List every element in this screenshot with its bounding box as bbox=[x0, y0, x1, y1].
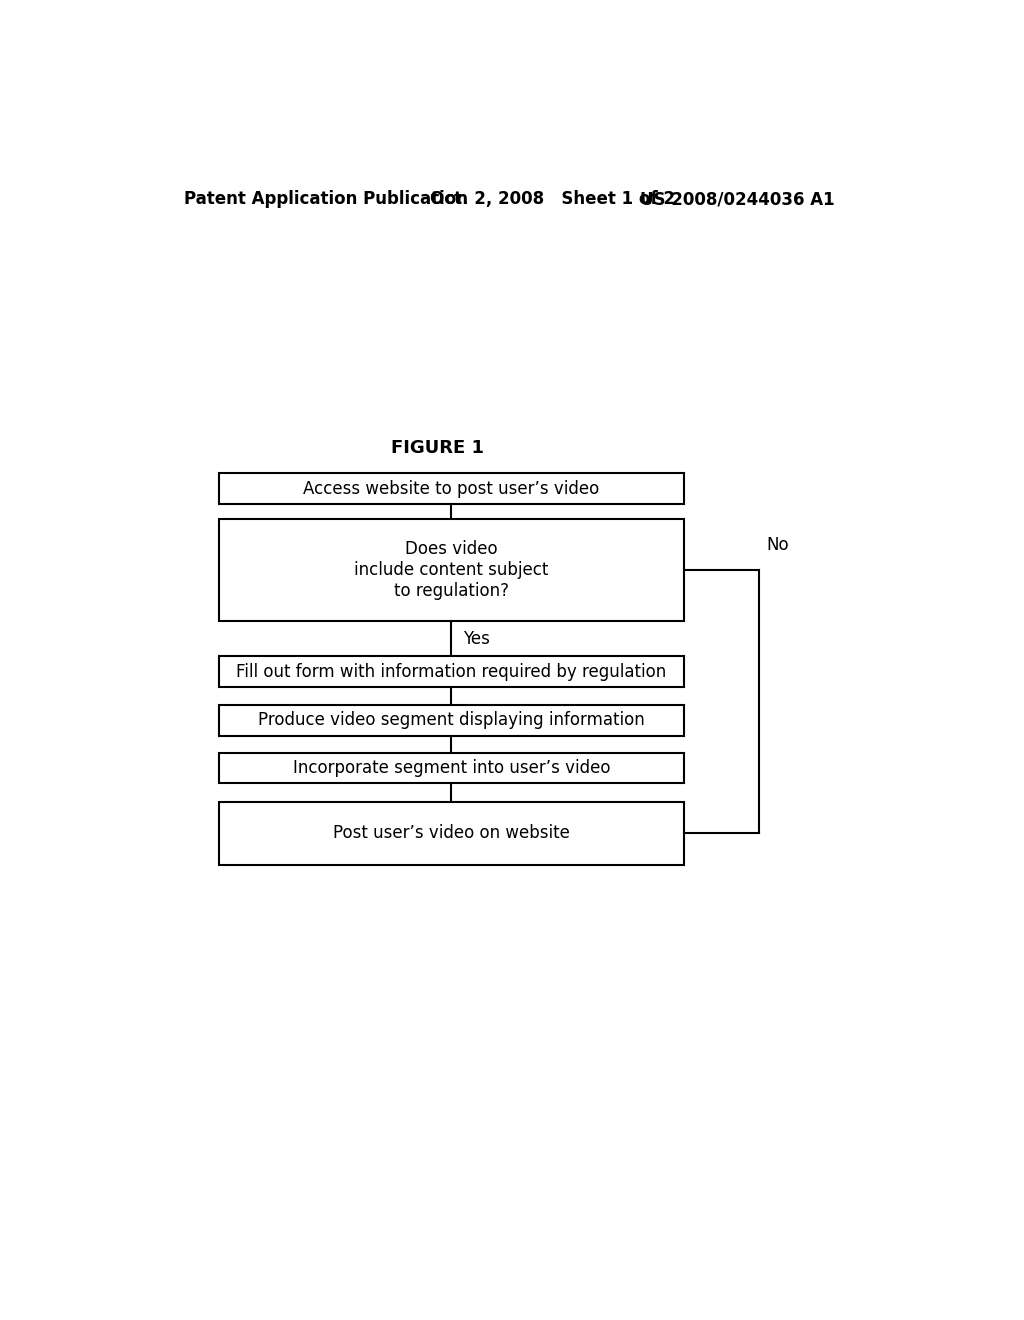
Text: FIGURE 1: FIGURE 1 bbox=[391, 440, 484, 457]
Text: US 2008/0244036 A1: US 2008/0244036 A1 bbox=[640, 190, 835, 209]
Text: Incorporate segment into user’s video: Incorporate segment into user’s video bbox=[293, 759, 610, 777]
Bar bbox=[219, 752, 684, 784]
Bar bbox=[219, 656, 684, 686]
Text: Oct. 2, 2008   Sheet 1 of 2: Oct. 2, 2008 Sheet 1 of 2 bbox=[430, 190, 675, 209]
Text: Access website to post user’s video: Access website to post user’s video bbox=[303, 479, 599, 498]
Text: Post user’s video on website: Post user’s video on website bbox=[333, 824, 569, 842]
Text: Yes: Yes bbox=[463, 630, 490, 648]
Text: Produce video segment displaying information: Produce video segment displaying informa… bbox=[258, 711, 645, 730]
Text: No: No bbox=[767, 536, 790, 553]
Bar bbox=[219, 705, 684, 735]
Text: Patent Application Publication: Patent Application Publication bbox=[183, 190, 468, 209]
Bar bbox=[219, 474, 684, 504]
Bar bbox=[219, 519, 684, 620]
Text: Fill out form with information required by regulation: Fill out form with information required … bbox=[237, 663, 667, 681]
Bar bbox=[219, 801, 684, 865]
Text: Does video
include content subject
to regulation?: Does video include content subject to re… bbox=[354, 540, 549, 599]
